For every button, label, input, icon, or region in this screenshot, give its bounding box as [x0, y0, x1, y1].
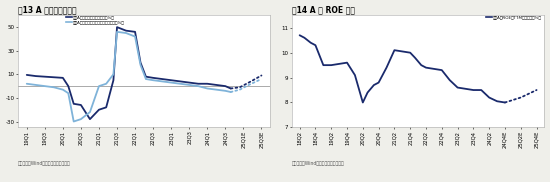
- Text: 资料来源：Wind，海通证券研究所测算: 资料来源：Wind，海通证券研究所测算: [292, 161, 344, 166]
- Legend: 全部A股归母净利润累计同比（%）, 全部A股剔除金融归母净利润累计同比（%）: 全部A股归母净利润累计同比（%）, 全部A股剔除金融归母净利润累计同比（%）: [65, 15, 125, 25]
- Legend: 全部A股ROE（TTM，整体法，%）: 全部A股ROE（TTM，整体法，%）: [485, 15, 542, 20]
- Text: 图13 A 股利润增速预测: 图13 A 股利润增速预测: [18, 6, 76, 15]
- Text: 资料来源：Wind，海通证券研究所测算: 资料来源：Wind，海通证券研究所测算: [18, 161, 70, 166]
- Text: 图14 A 股 ROE 预测: 图14 A 股 ROE 预测: [292, 6, 355, 15]
